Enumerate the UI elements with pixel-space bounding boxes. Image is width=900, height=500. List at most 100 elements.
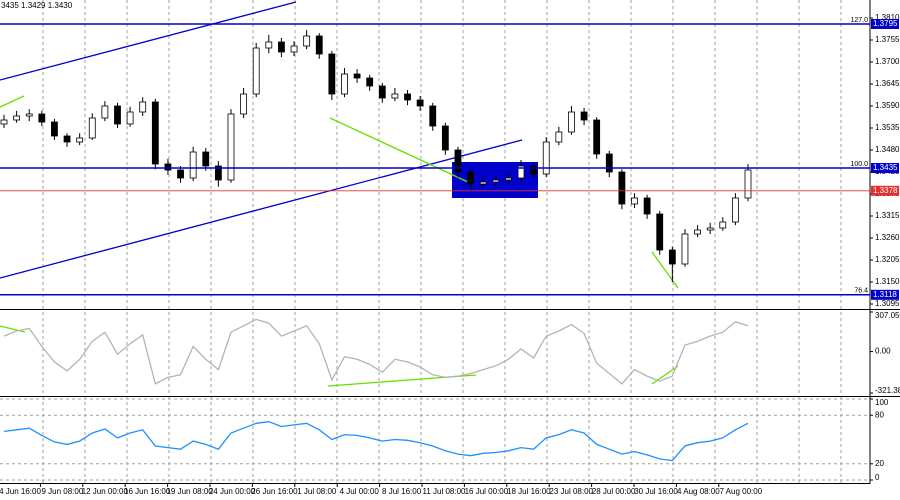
divergence-line xyxy=(0,325,26,333)
y-tick-label: 1.3150 xyxy=(875,277,900,286)
candle-body xyxy=(618,171,626,205)
y-tick-label: 1.3205 xyxy=(875,255,900,264)
candle-body xyxy=(164,163,172,171)
x-tick-label: 23 Jul 08:00 xyxy=(549,487,593,496)
y-tick-label: 1.3645 xyxy=(875,79,900,88)
candle-body xyxy=(706,227,714,231)
candle-body xyxy=(366,77,374,87)
candle-body xyxy=(593,119,601,155)
candle-body xyxy=(151,101,159,165)
candle-body xyxy=(227,113,235,181)
channel-top xyxy=(0,1,297,81)
price-level-label: 1.3378 xyxy=(873,186,898,195)
candle-body xyxy=(341,73,348,95)
candle-body xyxy=(252,47,260,95)
candle-body xyxy=(656,213,664,251)
y-tick-label: 1.3480 xyxy=(875,145,900,154)
x-tick-label: 26 Jun 16:00 xyxy=(251,487,298,496)
candle-body xyxy=(315,35,323,55)
x-tick-label: 30 Jul 16:00 xyxy=(634,487,678,496)
price-level-box xyxy=(871,185,899,196)
candle-body xyxy=(467,171,474,185)
candle-body xyxy=(441,125,449,151)
candle-body xyxy=(517,165,525,179)
x-tick-label: 4 Jun 16:00 xyxy=(0,487,41,496)
candle-body xyxy=(404,93,411,101)
x-tick-label: 16 Jul 00:00 xyxy=(465,487,509,496)
candle-body xyxy=(744,169,752,199)
candle-body xyxy=(454,149,462,173)
candle-body xyxy=(303,35,311,47)
candle-body xyxy=(681,233,689,265)
y-tick-label: 1.3315 xyxy=(875,211,900,220)
candle-body xyxy=(492,179,500,183)
y-tick-label: -321.389 xyxy=(875,386,900,395)
trend-line xyxy=(651,251,679,289)
price-level-box xyxy=(871,289,899,300)
candle-body xyxy=(214,165,222,181)
candle-body xyxy=(416,99,424,107)
candle-body xyxy=(542,141,550,175)
price-level-box xyxy=(871,19,899,29)
candle-body xyxy=(114,105,121,125)
x-tick-label: 12 Jun 00:00 xyxy=(82,487,129,496)
candle-body xyxy=(555,131,563,143)
x-tick-label: 1 Jul 08:00 xyxy=(297,487,337,496)
y-tick-label: 20 xyxy=(875,459,884,468)
candle-body xyxy=(429,105,437,127)
channel-bottom xyxy=(0,139,523,279)
y-tick-label: 1.3590 xyxy=(875,101,900,110)
y-tick-label: 0.00 xyxy=(875,347,891,356)
candle-body xyxy=(719,221,727,229)
candle-body xyxy=(139,101,147,113)
candle-body xyxy=(731,197,739,223)
candle-body xyxy=(580,111,588,121)
x-tick-label: 11 Jul 08:00 xyxy=(423,487,467,496)
x-tick-label: 7 Aug 00:00 xyxy=(719,487,762,496)
x-tick-label: 19 Jun 08:00 xyxy=(166,487,213,496)
y-tick-label: 80 xyxy=(875,410,884,419)
candle-body xyxy=(177,169,184,179)
x-tick-label: 28 Jul 00:00 xyxy=(592,487,636,496)
fib-level-label: 100.0 xyxy=(850,161,868,168)
candle-body xyxy=(240,93,247,115)
price-level-label: 1.3118 xyxy=(873,290,897,299)
candle-body xyxy=(101,105,109,119)
candle-body xyxy=(265,41,273,49)
divergence-line xyxy=(651,365,679,385)
candle-body xyxy=(378,85,386,99)
candle-body xyxy=(25,113,33,117)
candle-body xyxy=(391,93,399,99)
candle-body xyxy=(63,135,71,143)
candle-body xyxy=(479,181,487,185)
candle-body xyxy=(605,153,613,173)
header-text: 3435 1.3429 1.3430 xyxy=(1,1,73,10)
y-tick-label: 1.3260 xyxy=(875,233,900,242)
trend-line xyxy=(329,117,469,183)
candle-body xyxy=(328,53,336,95)
candle-body xyxy=(530,165,538,175)
x-tick-label: 4 Jul 00:00 xyxy=(340,487,380,496)
candle-body xyxy=(505,177,512,181)
indicator-line xyxy=(3,318,749,385)
x-tick-label: 24 Jun 00:00 xyxy=(209,487,256,496)
candle-body xyxy=(568,111,575,133)
candle-body xyxy=(694,229,701,235)
price-level-label: 1.3435 xyxy=(873,163,898,172)
candle-body xyxy=(126,111,134,125)
candle-body xyxy=(278,41,285,53)
x-tick-label: 4 Aug 08:00 xyxy=(677,487,720,496)
y-tick-label: 1.3755 xyxy=(875,35,900,44)
candle-body xyxy=(0,119,8,125)
candle-body xyxy=(202,151,210,167)
candle-body xyxy=(290,45,298,53)
y-tick-label: 1.3095 xyxy=(875,299,900,308)
y-tick-label: 1.3810 xyxy=(875,13,900,22)
candle-body xyxy=(668,249,676,265)
price-level-label: 1.3795 xyxy=(873,19,898,28)
y-tick-label: 1.3535 xyxy=(875,123,900,132)
candle-body xyxy=(631,197,638,205)
trend-line xyxy=(0,95,25,108)
y-tick-label: 307.0503 xyxy=(875,311,900,320)
